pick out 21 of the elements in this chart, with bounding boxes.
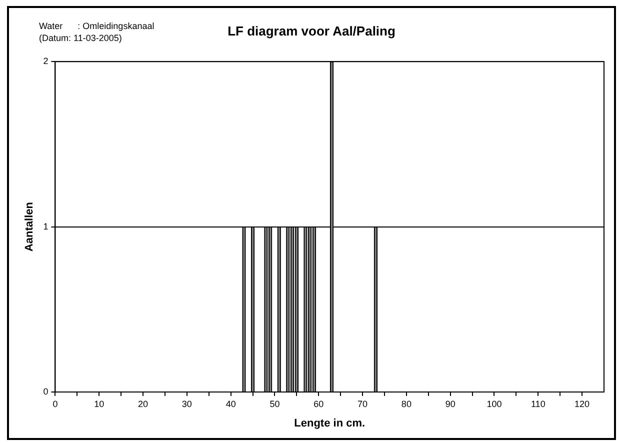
- y-axis-title: Aantallen: [24, 202, 36, 252]
- x-tick-label: 80: [401, 398, 412, 409]
- x-axis-title: Lengte in cm.: [294, 417, 366, 430]
- text: (Datum: 11-03-2005): [39, 32, 123, 44]
- x-tick-label: 20: [138, 398, 148, 409]
- x-tick-label: 90: [445, 398, 456, 409]
- x-tick-label: 60: [314, 398, 324, 409]
- y-tick-label: 2: [43, 56, 48, 66]
- chart-title: LF diagram voor Aal/Paling: [228, 23, 396, 38]
- y-tick-label: 1: [43, 221, 48, 232]
- x-tick-label: 10: [94, 398, 104, 409]
- x-tick-label: 40: [226, 398, 236, 409]
- x-tick-label: 0: [52, 398, 58, 409]
- x-tick-label: 50: [270, 398, 280, 409]
- x-tick-label: 30: [182, 398, 192, 409]
- text: Water : Omleidingskanaal: [39, 20, 154, 32]
- x-tick-label: 70: [358, 398, 368, 409]
- x-tick-label: 120: [574, 398, 590, 409]
- x-tick-label: 110: [530, 398, 546, 409]
- x-tick-label: 100: [486, 398, 502, 409]
- y-tick-label: 0: [43, 386, 48, 396]
